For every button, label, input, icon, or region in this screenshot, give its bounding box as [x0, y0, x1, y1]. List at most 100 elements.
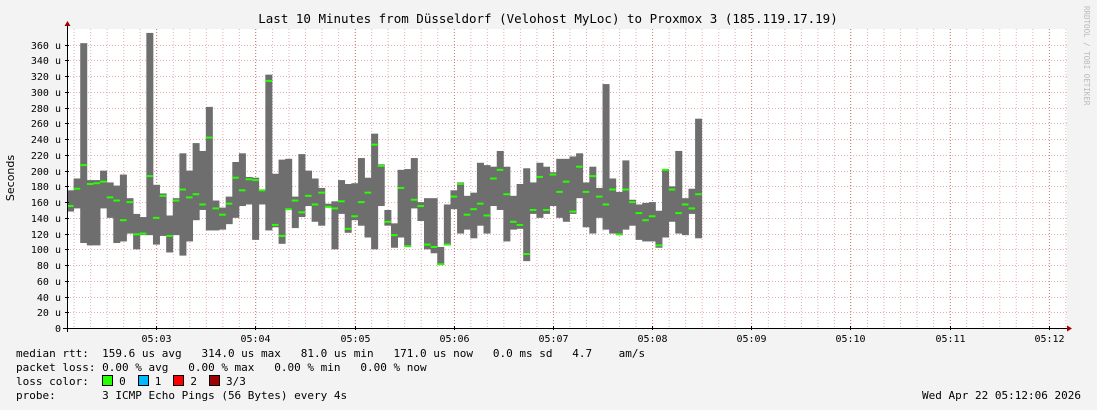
smoke-bar	[152, 184, 160, 245]
y-tick-label: 140 u	[31, 214, 61, 225]
loss-color-label-value: 0	[119, 375, 126, 388]
loss-color-swatches: 0 1 2 3/3	[102, 375, 258, 388]
smoke-bar	[662, 169, 670, 238]
smoke-bar	[615, 191, 623, 236]
y-tick-label: 100 u	[31, 245, 61, 256]
smoke-bar	[119, 174, 127, 242]
median-rtt-label: median rtt:	[16, 347, 89, 360]
loss-color-item: 1	[137, 375, 162, 388]
smoke-bar	[73, 178, 81, 209]
x-tick-label: 05:06	[439, 334, 469, 345]
smoke-bar	[371, 133, 379, 250]
legend-probe: probe: 3 ICMP Echo Pings (56 Bytes) ever…	[16, 389, 347, 403]
smoke-bar	[232, 161, 240, 218]
x-tick-label: 05:07	[538, 334, 568, 345]
y-tick-label: 340 u	[31, 56, 61, 67]
y-tick-label: 120 u	[31, 230, 61, 241]
y-tick-label: 260 u	[31, 119, 61, 130]
x-tick-label: 05:03	[141, 334, 171, 345]
y-tick-label: 160 u	[31, 198, 61, 209]
packet-loss-values: 0.00 % avg 0.00 % max 0.00 % min 0.00 % …	[102, 361, 427, 374]
legend-loss-color: loss color: 0 1 2 3/3	[16, 375, 258, 389]
smoke-bar	[305, 170, 313, 207]
smoke-bar	[298, 154, 306, 218]
smoke-bar	[628, 199, 636, 226]
loss-color-label-value: 3/3	[225, 375, 246, 388]
smoke-bar	[536, 162, 544, 218]
smoke-bar	[397, 169, 405, 238]
smoke-bar	[681, 198, 689, 236]
probe-label: probe:	[16, 389, 56, 402]
legend-median-rtt: median rtt: 159.6 us avg 314.0 us max 81…	[16, 347, 645, 361]
smoke-bar	[523, 168, 531, 262]
smoke-bar	[470, 192, 478, 239]
smoke-bar	[192, 143, 200, 221]
smoke-bar	[324, 203, 332, 208]
y-tick-label: 180 u	[31, 182, 61, 193]
smoke-bar	[252, 177, 260, 240]
smoke-bar	[271, 173, 279, 228]
smoke-bar	[635, 204, 643, 240]
smoke-bar	[549, 172, 557, 207]
smoke-bar	[562, 158, 570, 222]
smoke-bar	[106, 182, 114, 218]
smoke-bar	[199, 150, 207, 210]
x-tick-label: 05:12	[1034, 334, 1064, 345]
x-tick-label: 05:10	[835, 334, 865, 345]
smoke-bar	[496, 150, 504, 210]
smoke-bar	[556, 158, 564, 218]
smoke-bar	[642, 202, 650, 242]
y-tick-label: 200 u	[31, 167, 61, 178]
smoke-bar	[225, 196, 233, 225]
y-tick-labels: 0 20 u 40 u 60 u 80 u 100 u 120 u 140 u 160 u 180…	[31, 41, 61, 335]
y-tick-label: 240 u	[31, 135, 61, 146]
smoke-bar	[569, 156, 577, 214]
smoke-bar	[476, 162, 484, 226]
y-axis-label: Seconds	[4, 155, 17, 201]
smoke-bar	[589, 166, 597, 234]
legend-packet-loss: packet loss: 0.00 % avg 0.00 % max 0.00 …	[16, 361, 427, 375]
smoke-bar	[258, 189, 266, 205]
smoke-bar	[622, 160, 630, 230]
y-tick-label: 300 u	[31, 88, 61, 99]
smoke-bar	[377, 164, 385, 207]
grid	[67, 29, 1067, 328]
smoke-bar	[437, 246, 445, 266]
y-axis-arrow	[64, 21, 71, 26]
smoke-bar	[139, 217, 147, 236]
smoke-series	[67, 32, 703, 266]
smoke-bar	[516, 184, 524, 229]
smoke-bar	[172, 198, 180, 236]
loss-color-label-value: 1	[154, 375, 162, 388]
smoke-bar	[384, 209, 392, 226]
loss-color-item: 3/3	[208, 375, 246, 388]
loss-color-swatch	[102, 375, 114, 386]
x-tick-label: 05:11	[935, 334, 965, 345]
chart-plot: Last 10 Minutes from Düsseldorf (Velohos…	[4, 6, 1091, 345]
smoke-bar	[576, 153, 584, 199]
smoke-bar	[205, 106, 213, 231]
y-tick-label: 360 u	[31, 41, 61, 52]
smoke-bar	[318, 187, 326, 226]
smoke-bar	[265, 74, 273, 231]
smoke-bar	[529, 182, 537, 214]
smoke-bar	[490, 166, 498, 207]
smoke-bar	[609, 178, 617, 234]
smoke-bar	[245, 176, 253, 205]
x-tick-label: 05:08	[637, 334, 667, 345]
smoke-bar	[179, 153, 187, 256]
smoke-bar	[291, 196, 299, 229]
smoke-bar	[331, 201, 339, 250]
smoke-bar	[655, 210, 663, 248]
smoke-bar	[695, 118, 703, 239]
smoke-bar	[543, 166, 551, 214]
y-tick-label: 20 u	[37, 308, 61, 319]
smoke-bar	[278, 159, 286, 244]
x-tick-labels: 05:03 05:04 05:05 05:06 05:07 05:08 05:09 05:10…	[141, 334, 1064, 345]
x-tick-label: 05:04	[240, 334, 270, 345]
smoke-bar	[457, 182, 465, 234]
smoke-bar	[450, 190, 458, 210]
smoke-bar	[100, 170, 108, 209]
x-tick-label: 05:09	[736, 334, 766, 345]
